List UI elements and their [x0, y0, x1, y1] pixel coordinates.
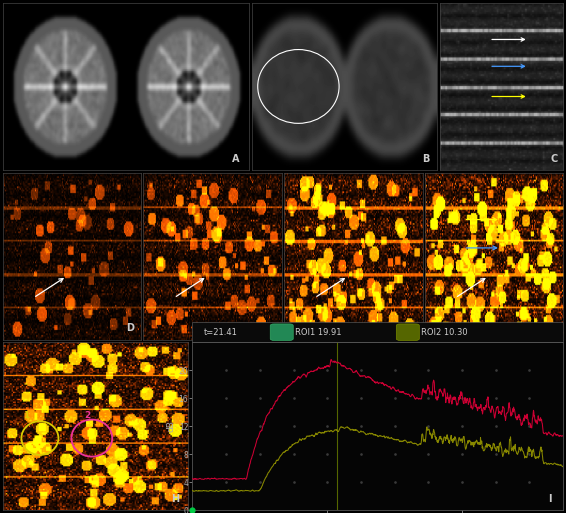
Text: B: B: [422, 153, 430, 164]
Text: I: I: [548, 494, 552, 504]
FancyBboxPatch shape: [270, 324, 293, 341]
Text: C: C: [551, 153, 558, 164]
Text: ROI1 19.91: ROI1 19.91: [295, 328, 342, 337]
Text: 1: 1: [23, 411, 29, 420]
Text: E: E: [268, 323, 275, 333]
Y-axis label: dB: dB: [167, 420, 176, 432]
Bar: [192, 322, 563, 342]
Text: D: D: [126, 323, 135, 333]
Text: 2: 2: [84, 411, 91, 420]
Text: A: A: [232, 153, 239, 164]
FancyBboxPatch shape: [396, 324, 419, 341]
Text: t=21.41: t=21.41: [204, 328, 237, 337]
Text: ROI2 10.30: ROI2 10.30: [421, 328, 468, 337]
Text: G: G: [548, 323, 556, 333]
Text: H: H: [171, 494, 179, 504]
Text: F: F: [409, 323, 415, 333]
